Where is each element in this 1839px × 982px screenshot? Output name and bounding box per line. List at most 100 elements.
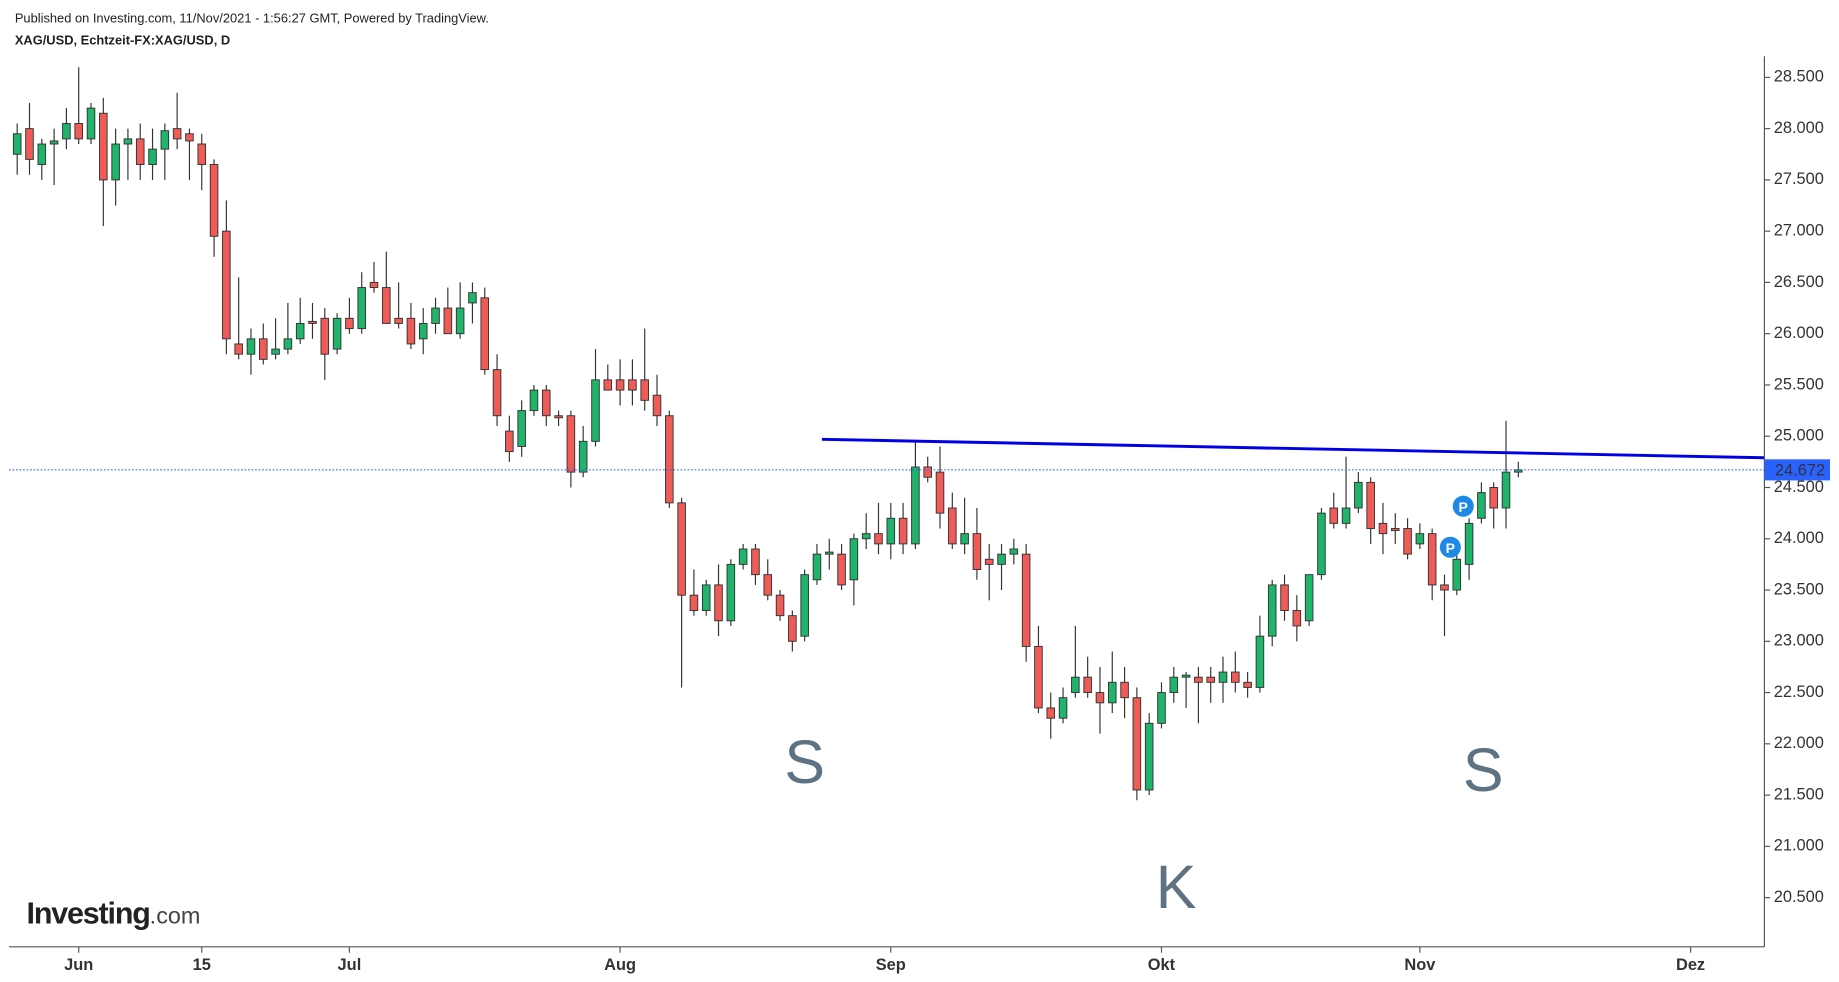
candle-body (935, 471, 945, 514)
candle-body (1378, 522, 1388, 535)
candle-body (1058, 697, 1068, 719)
candle-body (874, 533, 883, 545)
candle-body (283, 338, 293, 350)
event-label: P (1459, 499, 1468, 515)
candle-body (406, 317, 416, 345)
last-price-box (1764, 459, 1831, 481)
candle-body (1095, 692, 1105, 704)
candle-body (123, 138, 133, 145)
candle-body (1046, 707, 1056, 719)
candle-body (99, 112, 108, 181)
candle-body (665, 415, 674, 504)
candle-body (578, 440, 588, 473)
y-tick-label: 23.000 (1774, 632, 1824, 650)
candle-body (911, 466, 920, 545)
candle-body (480, 297, 490, 371)
candle-body (148, 148, 157, 165)
candle-body (652, 394, 662, 417)
candle-body (1169, 676, 1179, 694)
y-tick-label: 21.000 (1774, 837, 1824, 855)
candle-body (923, 466, 932, 478)
candle-body (960, 533, 969, 545)
candle-body (517, 410, 526, 447)
y-tick-label: 27.000 (1774, 221, 1824, 239)
candle-body (1477, 492, 1486, 519)
x-tick-label: Jun (64, 956, 93, 974)
candle-body (12, 133, 22, 155)
y-tick-label: 26.000 (1774, 324, 1824, 342)
candle-body (308, 320, 317, 324)
candle-body (554, 415, 563, 419)
candle-body (689, 594, 699, 612)
candle-body (172, 128, 182, 140)
plot-area (8, 67, 1765, 801)
candle-body (615, 379, 625, 391)
candle-body (1083, 676, 1092, 694)
x-tick-label: Sep (876, 956, 906, 974)
candle-body (1021, 553, 1031, 647)
candle-body (849, 538, 859, 581)
candle-body (1390, 528, 1400, 532)
candle-body (86, 107, 96, 140)
candle-body (837, 553, 846, 586)
candle-body (1267, 584, 1277, 637)
candle-body (1157, 692, 1166, 724)
candle-body (431, 307, 440, 324)
candle-body (566, 415, 576, 473)
candle-body (677, 502, 686, 596)
candle-body (1218, 671, 1228, 683)
candle-body (603, 379, 613, 391)
y-tick-label: 28.000 (1774, 119, 1824, 137)
candle-body (1354, 481, 1363, 509)
candle-body (591, 379, 600, 442)
candle-body (197, 143, 207, 165)
candle-body (1427, 533, 1437, 586)
event-marker (1439, 536, 1461, 558)
candle-body (1501, 471, 1511, 509)
candle-body (997, 553, 1006, 565)
candle-body (209, 164, 219, 237)
candle-body (1280, 584, 1289, 612)
candle-body (1317, 512, 1326, 576)
published-note: Published on Investing.com, 11/Nov/2021 … (15, 10, 489, 25)
candle-body (369, 281, 379, 289)
last-price-label: 24.672 (1775, 461, 1825, 479)
candle-body (332, 317, 342, 350)
candle-body (258, 338, 268, 360)
candle-body (1009, 548, 1019, 555)
x-tick-label: Nov (1404, 956, 1436, 974)
candle-body (25, 128, 34, 160)
y-tick-label: 22.500 (1774, 683, 1824, 701)
candle-body (1366, 481, 1375, 529)
candle-body (455, 307, 465, 335)
candle-body (714, 584, 723, 622)
logo-suffix: .com (150, 902, 201, 928)
logo: Investing.com (27, 896, 201, 930)
candle-body (529, 389, 539, 412)
candle-body (1304, 574, 1314, 622)
candle-body (295, 322, 305, 340)
candle-body (1206, 676, 1215, 683)
candle-body (394, 317, 403, 324)
candle-body (185, 133, 194, 142)
candle-body (701, 584, 711, 612)
candle-body (541, 389, 551, 417)
candle-body (468, 292, 477, 304)
y-tick-label: 24.500 (1774, 478, 1824, 496)
annotation: K (1156, 853, 1197, 921)
event-label: P (1446, 540, 1455, 556)
annotation: S (784, 728, 825, 796)
candle-body (800, 574, 809, 637)
candle-body (357, 287, 366, 330)
candle-body (74, 123, 83, 140)
y-tick-label: 26.500 (1774, 273, 1824, 291)
candle-body (898, 517, 908, 545)
candle-body (1292, 610, 1302, 627)
candle-body (861, 533, 871, 540)
candle-body (1341, 507, 1351, 524)
candle-body (222, 230, 231, 340)
x-tick-label: Dez (1676, 956, 1705, 974)
candle-body (49, 140, 59, 145)
candle-body (234, 343, 243, 355)
candle-body (726, 563, 736, 622)
